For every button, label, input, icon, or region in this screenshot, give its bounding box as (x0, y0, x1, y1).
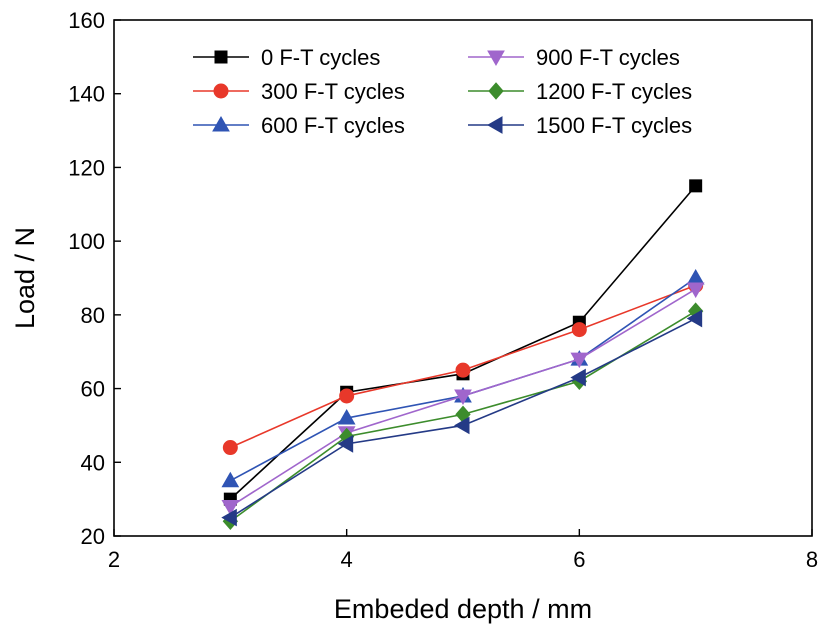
data-point-5-0 (221, 508, 237, 527)
data-point-3-2 (454, 389, 472, 405)
legend-marker-0 (214, 50, 228, 64)
legend-marker-4 (488, 82, 504, 100)
data-point-5-2 (453, 416, 470, 435)
series-layer (221, 179, 705, 531)
legend-marker-3 (487, 50, 505, 67)
legend-label-3: 900 F-T cycles (536, 45, 680, 70)
legend-item-1: 300 F-T cycles (193, 79, 405, 104)
data-point-1-3 (571, 322, 587, 338)
data-point-5-4 (686, 309, 703, 328)
legend-label-2: 600 F-T cycles (261, 113, 405, 138)
legend-marker-2 (212, 115, 230, 132)
legend-item-2: 600 F-T cycles (193, 113, 405, 138)
y-axis-title: Load / N (10, 227, 40, 329)
x-tick-label-1: 4 (341, 547, 353, 572)
legend-marker-1 (213, 83, 229, 99)
legend-item-3: 900 F-T cycles (468, 45, 680, 70)
x-tick-label-0: 2 (108, 547, 120, 572)
legend: 0 F-T cycles 300 F-T cycles 600 F-T cycles… (193, 45, 692, 138)
y-tick-label-0: 20 (81, 524, 105, 549)
legend-label-0: 0 F-T cycles (261, 45, 380, 70)
data-point-3-4 (686, 282, 705, 299)
legend-label-4: 1200 F-T cycles (536, 79, 692, 104)
data-point-2-0 (221, 471, 240, 488)
data-point-2-1 (337, 409, 356, 425)
data-point-5-1 (337, 434, 354, 453)
legend-item-4: 1200 F-T cycles (468, 79, 692, 104)
data-point-0-4 (689, 179, 703, 193)
data-point-3-3 (570, 352, 589, 369)
data-point-1-2 (455, 362, 471, 378)
y-tick-label-2: 60 (81, 377, 105, 402)
legend-item-5: 1500 F-T cycles (468, 113, 692, 138)
x-tick-label-2: 6 (573, 547, 585, 572)
legend-item-0: 0 F-T cycles (193, 45, 380, 70)
legend-label-1: 300 F-T cycles (261, 79, 405, 104)
y-tick-label-1: 40 (81, 450, 105, 475)
axis-ticks: 2 4 6 8 20 40 60 80 100 120 140 160 (68, 8, 818, 572)
x-axis-title: Embeded depth / mm (334, 594, 592, 624)
legend-label-5: 1500 F-T cycles (536, 113, 692, 138)
series-5 (221, 309, 703, 527)
legend-marker-5 (486, 116, 503, 134)
y-tick-label-5: 120 (68, 155, 105, 180)
y-tick-label-4: 100 (68, 229, 105, 254)
y-tick-label-7: 160 (68, 8, 105, 33)
data-point-5-3 (570, 368, 586, 387)
data-point-1-1 (339, 388, 355, 404)
data-point-1-0 (222, 440, 238, 456)
y-tick-label-6: 140 (68, 82, 105, 107)
x-tick-label-3: 8 (806, 547, 818, 572)
data-point-3-0 (221, 500, 240, 516)
y-tick-label-3: 80 (81, 303, 105, 328)
